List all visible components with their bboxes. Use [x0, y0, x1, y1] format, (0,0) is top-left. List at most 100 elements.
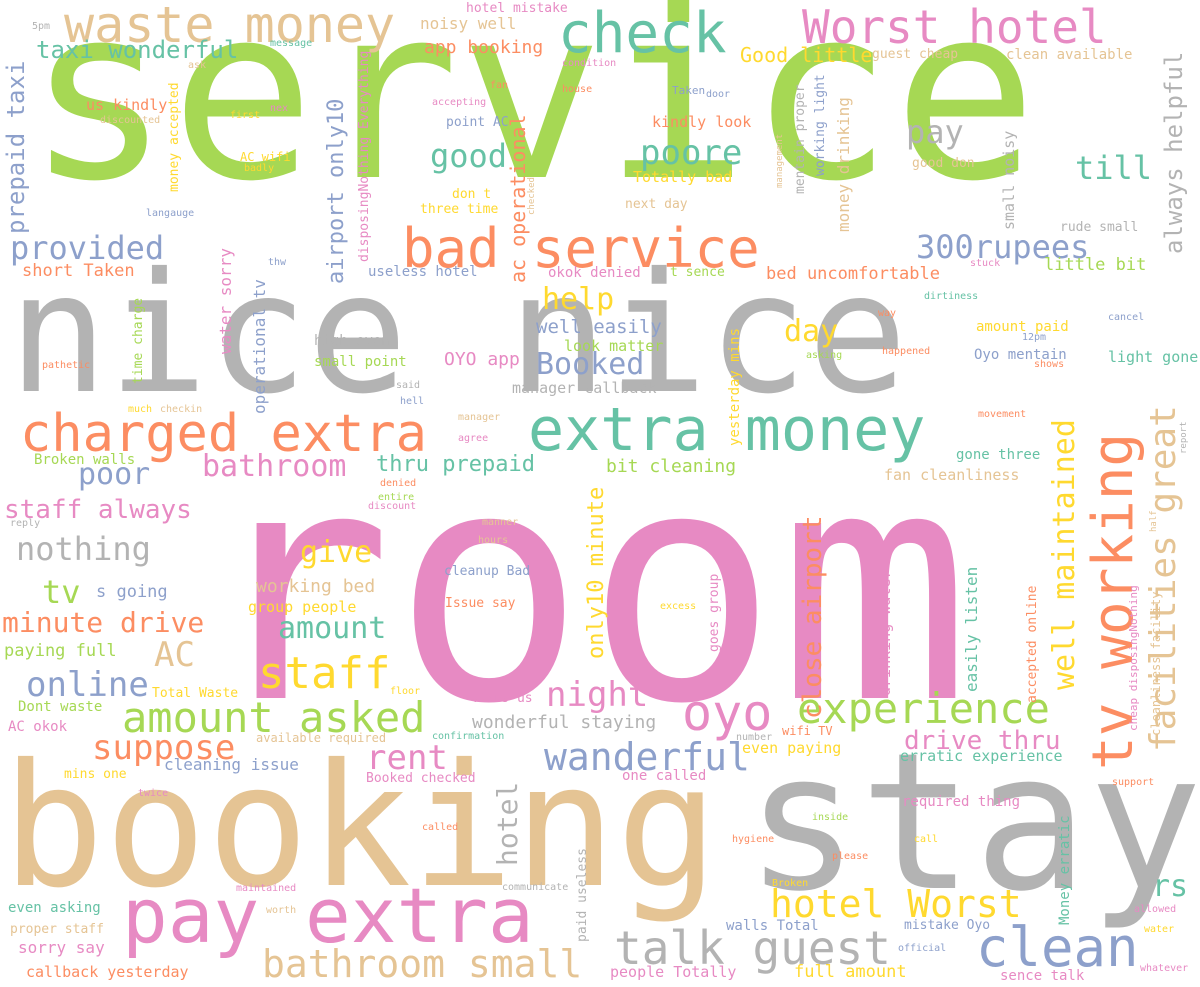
word-extra-money: extra money [528, 395, 926, 465]
word-gone-three: gone three [956, 447, 1041, 463]
word-cheap-disposingnothing: cheap disposingNothing [1127, 585, 1140, 731]
word-pay: pay [906, 113, 964, 151]
word-amount: amount [278, 611, 387, 646]
word-door: door [706, 89, 731, 100]
word-well-easily: well easily [536, 316, 662, 338]
word-prepaid-taxi: prepaid taxi [2, 60, 30, 234]
word-maintained: maintained [236, 883, 297, 894]
word-thru-prepaid: thru prepaid [376, 452, 535, 477]
word-good-don: good don [912, 156, 975, 171]
word-walls-total: walls Total [726, 918, 819, 934]
word-mistake-oyo: mistake Oyo [904, 918, 991, 933]
word-suppose: suppose [92, 728, 236, 768]
word-washroom: washroom [938, 105, 987, 116]
word-minute-drive: minute drive [2, 606, 205, 639]
word-accepting: accepting [432, 97, 487, 108]
word-always-helpful: always helpful [1160, 51, 1188, 254]
word-next-day: next day [625, 197, 688, 212]
word-well-maintained: well maintained [1047, 419, 1082, 690]
word-small-noisy: small noisy [1000, 130, 1018, 230]
word-booked-checked: Booked checked [366, 771, 476, 786]
word-short-taken: short Taken [22, 261, 135, 281]
word-rude-small: rude small [1060, 220, 1139, 235]
word-wonderful-staying: wonderful staying [472, 712, 657, 733]
word-paid-useless: paid useless [575, 848, 590, 942]
word-manner: manner [482, 517, 519, 528]
word-room: room [200, 402, 971, 774]
word-mentain-proper: mentain proper [793, 84, 808, 194]
word-app-booking: app booking [424, 37, 544, 58]
word-working-bed: working bed [256, 576, 376, 597]
word-only10-minute: only10 minute [584, 486, 609, 659]
word-even-asking: even asking [8, 900, 101, 916]
word-support: support [1112, 777, 1155, 788]
word-online: online [26, 665, 149, 705]
word-help: help [542, 282, 615, 317]
word-total-waste: Total Waste [152, 686, 239, 701]
word-condition: condition [562, 58, 617, 69]
word-operational-tv: operational tv [250, 279, 269, 414]
word-cleanup-bad: cleanup Bad [444, 564, 531, 579]
word-ac-operational: ac operational [506, 114, 530, 283]
word-erratic-experience: erratic experience [900, 747, 1063, 765]
word-hotel-worst: hotel Worst [770, 882, 1022, 926]
word-fan-cleanliness: fan cleanliness [884, 466, 1020, 484]
word-shows: shows [1034, 359, 1065, 370]
word-totally-bad: Totally bad [633, 168, 733, 186]
word-cleaning-issue: cleaning issue [164, 755, 299, 774]
word-okok-denied: okok denied [548, 265, 641, 281]
word-paying-full: paying full [4, 641, 117, 661]
word-pay-extra: pay extra [122, 871, 534, 960]
word-called: called [422, 822, 459, 833]
word-group-people: group people [248, 598, 357, 616]
word-broken: Broken [772, 878, 809, 889]
word-staff-always: staff always [4, 495, 192, 525]
word-experience: experience [797, 684, 1050, 733]
word-staff: staff [258, 648, 391, 699]
word-money-drinking: money drinking [834, 97, 853, 232]
word-oyo-mentain: Oyo mentain [974, 347, 1067, 363]
word-noisy-well: noisy well [420, 14, 517, 33]
word-bad-service: bad service [402, 217, 760, 280]
word-charged-extra: charged extra [20, 404, 427, 464]
word-tv: tv [42, 573, 81, 611]
word-people-totally: people Totally [610, 963, 737, 981]
word-movement: movement [978, 409, 1027, 420]
word-one-called: one called [622, 768, 707, 784]
word-accepted-online: accepted online [1025, 585, 1040, 703]
word-airport-only10: airport only10 [324, 98, 349, 284]
word-bathroom: bathroom [202, 449, 347, 484]
word-thw: thw [268, 257, 287, 268]
word-langauge: langauge [146, 208, 195, 219]
word-ask: ask [188, 60, 207, 71]
word-12pm: 12pm [1022, 332, 1047, 343]
word-provided: provided [10, 229, 165, 267]
word-official: official [898, 943, 947, 954]
word-three-time: three time [420, 202, 499, 217]
word-oyo-app: OYO app [444, 349, 520, 370]
word-booked: Booked [536, 347, 645, 382]
word-dirtiness: dirtiness [924, 291, 979, 302]
word-s-going: s going [96, 582, 168, 602]
word-inside: inside [812, 812, 849, 823]
word-kindly-look: kindly look [652, 113, 752, 131]
word-ac: AC [154, 635, 195, 675]
word-confirmation: confirmation [432, 731, 505, 742]
word-water: water [1144, 924, 1175, 935]
word-nex: nex [270, 103, 289, 114]
word-booking: booking [2, 728, 719, 926]
word-hours: hours [478, 535, 509, 546]
word-manager: manager [458, 412, 501, 423]
word-disposingnothing-everything: disposingNothing Everything [357, 50, 372, 262]
word-stuck: stuck [970, 258, 1001, 269]
word-asking: asking [806, 350, 843, 361]
word-look-matter: look matter [564, 337, 664, 355]
word-point-ac: point AC [446, 115, 509, 130]
word-full-amount: full amount [794, 962, 907, 982]
word-5pm: 5pm [32, 21, 51, 32]
word-twice: twice [138, 788, 169, 799]
word-goes-group: goes group [707, 573, 722, 652]
word-cancel: cancel [1108, 312, 1145, 323]
word-please: please [832, 851, 869, 862]
word-worth: worth [266, 905, 297, 916]
